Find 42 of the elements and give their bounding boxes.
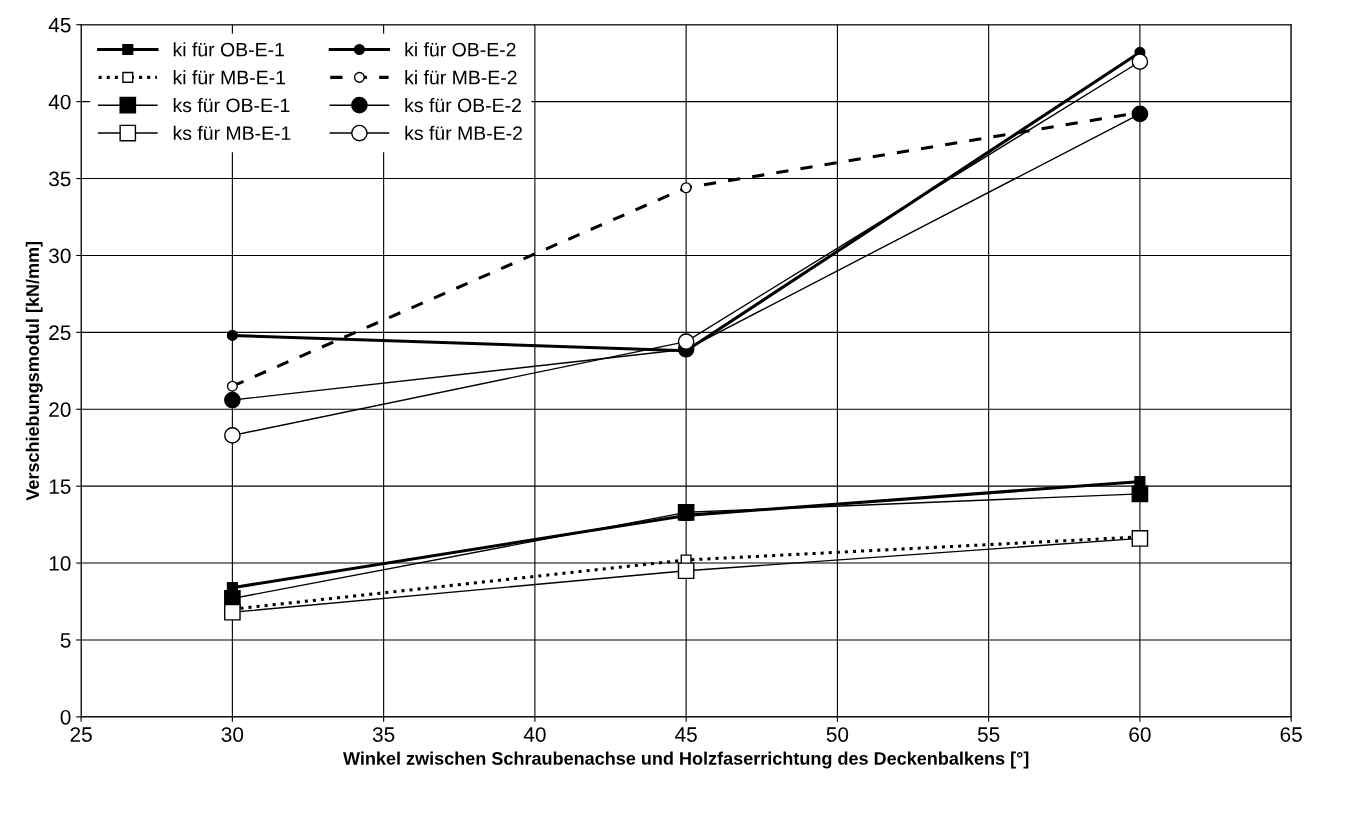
y-tick-label: 25 (49, 325, 71, 341)
point (680, 182, 692, 194)
y-tick-label: 45 (48, 17, 71, 33)
point (1131, 105, 1149, 123)
point (677, 333, 695, 350)
point (1131, 53, 1149, 70)
legend-label: ks für OB-E-2 (405, 97, 521, 113)
y-tick-label: 15 (49, 479, 71, 494)
x-axis-title: Winkel zwischen Schraubenachse und Holzfaserrichtung des Deckenbalkens [°] (343, 751, 1029, 769)
point (677, 503, 695, 521)
point (1131, 485, 1149, 503)
y-tick-label: 40 (48, 94, 71, 110)
x-tick-label: 40 (523, 727, 546, 742)
point (226, 380, 238, 392)
y-tick-label: 20 (49, 402, 71, 418)
y-axis-title: Verschiebungsmodul [kN/mm] (25, 241, 43, 501)
legend-label: ks für OB-E-1 (173, 97, 290, 113)
point (1131, 530, 1149, 547)
legend-label: ki für OB-E-2 (405, 42, 516, 57)
x-tick-label: 55 (977, 727, 1000, 742)
y-tick-label: 30 (49, 248, 71, 264)
x-tick-label: 65 (1280, 727, 1302, 742)
x-tick-label: 50 (826, 727, 849, 742)
x-tick-label: 25 (70, 727, 92, 742)
y-tick-label: 35 (49, 171, 71, 187)
legend-label: ki für OB-E-1 (173, 42, 284, 57)
y-tick-label: 10 (49, 556, 71, 571)
legend-label: ks für MB-E-1 (173, 125, 291, 141)
point (224, 391, 241, 409)
x-tick-label: 35 (372, 727, 395, 742)
y-tick-label: 5 (60, 633, 71, 648)
legend-label: ki für MB-E-2 (405, 70, 517, 85)
y-tick-label: 0 (60, 709, 71, 725)
legend-label: ki für MB-E-1 (173, 70, 285, 85)
point (677, 562, 695, 580)
legend-label: ks für MB-E-2 (405, 125, 522, 141)
point (226, 329, 238, 341)
point (224, 603, 241, 621)
x-tick-label: 60 (1129, 727, 1151, 742)
x-tick-label: 45 (675, 727, 697, 742)
x-tick-label: 30 (221, 727, 244, 742)
point (224, 427, 241, 444)
